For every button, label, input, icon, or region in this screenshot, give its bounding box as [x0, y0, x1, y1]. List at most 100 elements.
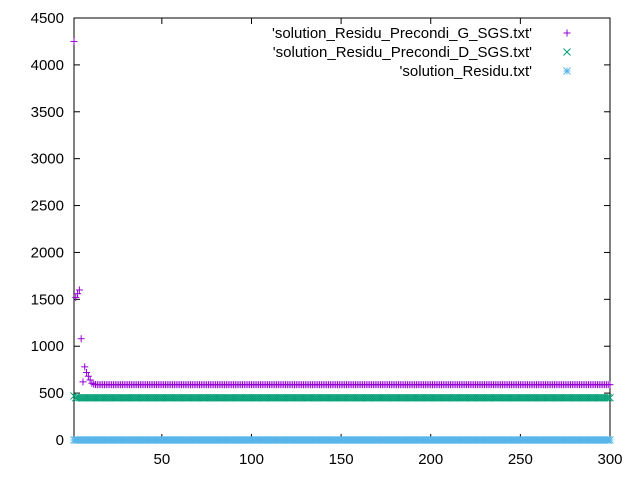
series-2-point	[308, 393, 317, 402]
series-2-point	[310, 393, 319, 402]
series-2-point	[134, 393, 143, 402]
y-tick-label: 1000	[31, 338, 64, 355]
series-2-point	[157, 393, 166, 402]
series-2-point	[80, 393, 89, 402]
y-tick-label: 500	[39, 385, 64, 402]
series-2-point	[258, 393, 267, 402]
series-2-point	[242, 393, 250, 402]
series-2-point	[581, 393, 589, 402]
series-2-point	[385, 393, 394, 402]
series-2-point	[471, 393, 480, 402]
series-2-point	[500, 393, 509, 402]
series-2-point	[331, 393, 340, 402]
legend-marker-2	[563, 48, 571, 56]
series-2-point	[235, 393, 243, 402]
series-2-point	[604, 393, 613, 402]
series-2-point	[451, 393, 460, 402]
series-2-point	[403, 393, 412, 402]
series-2-point	[597, 393, 605, 402]
series-2-point	[586, 393, 595, 402]
series-2-point	[213, 393, 222, 402]
series-2-point	[460, 393, 469, 402]
series-2-point	[263, 393, 272, 402]
series-2-point	[511, 393, 519, 402]
series-2-point	[482, 393, 491, 402]
series-2-point	[77, 393, 86, 402]
series-2-point	[591, 393, 600, 402]
series-2-point	[453, 393, 462, 402]
series-2-point	[123, 393, 132, 402]
series-2-point	[89, 393, 98, 402]
series-2-point	[340, 393, 349, 402]
series-2-point	[260, 393, 268, 402]
series-2-point	[82, 393, 91, 402]
series-2-point	[174, 393, 182, 402]
series-2-point	[312, 393, 320, 402]
series-2-point	[498, 393, 507, 402]
series-2-point	[432, 393, 440, 402]
series-3-point	[606, 436, 614, 444]
series-2-point	[380, 393, 388, 402]
series-2-point	[489, 393, 498, 402]
series-2-point	[75, 393, 84, 402]
series-2-point	[315, 393, 324, 402]
series-2-point	[425, 393, 433, 402]
series-2-point	[477, 393, 485, 402]
axis-ticks: 0 500 1000 1500 2000 2500 3000 3500 4000 4500 50 10…	[31, 10, 623, 468]
series-2-point	[163, 393, 172, 402]
series-2-point	[572, 393, 580, 402]
series-2-point	[91, 393, 100, 402]
series-2-point	[190, 393, 198, 402]
series-2-point	[518, 393, 527, 402]
series-2-point	[254, 393, 263, 402]
series-2-point	[116, 393, 125, 402]
series-2-point	[175, 393, 184, 402]
series-2-point	[568, 393, 577, 402]
series-2-point	[208, 393, 216, 402]
series-2-point	[600, 393, 609, 402]
series-2-point	[356, 393, 365, 402]
series-2-point	[414, 393, 423, 402]
series-2-point	[389, 393, 397, 402]
series-2-point	[435, 393, 444, 402]
series-2-point	[496, 393, 505, 402]
series-2-point	[514, 393, 523, 402]
series-2-point	[523, 393, 532, 402]
series-2-point	[367, 393, 376, 402]
series-2-point	[211, 393, 220, 402]
series-2-point	[105, 393, 114, 402]
series-2-point	[462, 393, 471, 402]
series-2-point	[145, 393, 154, 402]
series-2-point	[111, 393, 120, 402]
series-1-point	[74, 290, 82, 298]
series-2-point	[342, 393, 351, 402]
series-2-point	[251, 393, 259, 402]
series-2-point	[459, 393, 467, 402]
series-2-point	[570, 393, 579, 402]
series-2-point	[408, 393, 417, 402]
series-1-point	[86, 376, 94, 384]
series-2-point	[455, 393, 464, 402]
series-2-point	[125, 393, 134, 402]
legend-marker-3	[563, 67, 571, 75]
series-2-point	[181, 393, 189, 402]
series-2-point	[373, 393, 381, 402]
x-tick-label: 100	[239, 451, 264, 468]
series-2-point	[446, 393, 455, 402]
series-2-point	[543, 393, 552, 402]
series-2-point	[566, 393, 575, 402]
series-1-point	[75, 286, 83, 294]
series-2-point	[114, 393, 123, 402]
series-2-point	[313, 393, 322, 402]
series-2-point	[423, 393, 432, 402]
series-2-point	[399, 393, 408, 402]
series-2-point	[396, 393, 405, 402]
series-2-point	[95, 393, 103, 402]
y-tick-label: 3500	[31, 104, 64, 121]
series-2-point	[365, 393, 374, 402]
series-2-point	[398, 393, 406, 402]
series-2-point	[378, 393, 387, 402]
series-2-point	[351, 393, 360, 402]
series-2-point	[410, 393, 419, 402]
